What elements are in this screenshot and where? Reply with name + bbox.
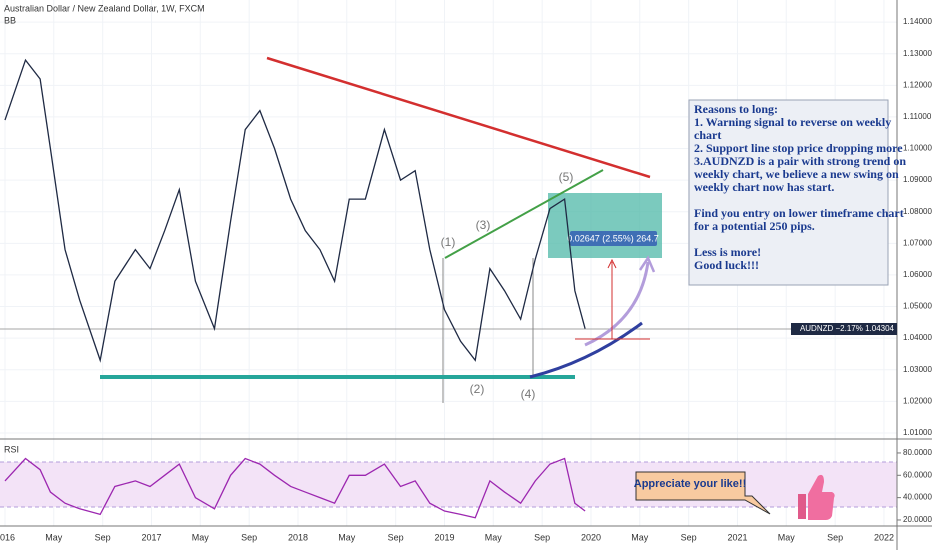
y-tick-label: 1.13000 <box>903 49 932 58</box>
y-tick-label: 1.12000 <box>903 80 932 89</box>
x-tick-label: Sep <box>95 532 111 542</box>
y-tick-label: 1.09000 <box>903 175 932 184</box>
note-line: Less is more! <box>694 245 761 259</box>
wave-label: (3) <box>476 218 491 232</box>
x-tick-label: Sep <box>681 532 697 542</box>
x-tick-label: May <box>192 532 210 542</box>
x-tick-label: 2017 <box>141 532 161 542</box>
x-tick-label: Sep <box>241 532 257 542</box>
x-tick-label: May <box>631 532 649 542</box>
wave-label: (5) <box>559 170 574 184</box>
note-box <box>688 99 889 286</box>
indicator-label: BB <box>4 15 16 25</box>
x-tick-label: 2019 <box>434 532 454 542</box>
curve-arrow <box>529 321 643 379</box>
x-tick-label: May <box>778 532 796 542</box>
support-line <box>100 375 575 379</box>
y-tick-label: 1.02000 <box>903 396 932 405</box>
note-line: 2. Support line stop price dropping more <box>694 141 903 155</box>
measure-label: 0.02647 (2.55%) 264.7 <box>567 233 659 243</box>
resistance-line <box>266 56 651 179</box>
like-bubble <box>635 471 771 515</box>
series-line <box>4 58 586 363</box>
note-line: Find you entry on lower timeframe chart <box>694 206 904 220</box>
y-tick-label: 1.04000 <box>903 333 932 342</box>
x-tick-label: Sep <box>388 532 404 542</box>
y-tick-label: 1.07000 <box>903 238 932 247</box>
wave-line <box>444 169 604 259</box>
y-tick-label: 60.0000 <box>903 470 932 479</box>
x-tick-label: 2016 <box>0 532 15 542</box>
y-tick-label: 40.0000 <box>903 493 932 502</box>
x-tick-label: 2018 <box>288 532 308 542</box>
y-tick-label: 20.0000 <box>903 515 932 524</box>
y-tick-label: 1.10000 <box>903 144 932 153</box>
y-tick-label: 1.14000 <box>903 17 932 26</box>
note: Reasons to long:1. Warning signal to rev… <box>694 102 906 272</box>
wave-label: (4) <box>521 387 536 401</box>
note-line: chart <box>694 128 721 142</box>
measure-label-bg <box>570 231 657 246</box>
y-tick-label: 1.01000 <box>903 428 932 437</box>
x-tick-label: 2021 <box>727 532 747 542</box>
y-tick-label: 1.08000 <box>903 207 932 216</box>
price-label: AUDNZD −2.17% 1.04304 <box>800 324 895 333</box>
arrow-head <box>638 255 656 273</box>
note-line: Reasons to long: <box>694 102 778 116</box>
series-line <box>4 457 586 519</box>
x-tick-label: 2020 <box>581 532 601 542</box>
y-tick-label: 80.0000 <box>903 448 932 457</box>
chart-title: Australian Dollar / New Zealand Dollar, … <box>4 3 205 13</box>
rsi-band <box>0 462 897 507</box>
y-tick-label: 1.06000 <box>903 270 932 279</box>
x-tick-label: May <box>485 532 503 542</box>
note-line: 1. Warning signal to reverse on weekly <box>694 115 891 129</box>
wave-label: (2) <box>470 382 485 396</box>
y-tick-label: 1.05000 <box>903 302 932 311</box>
x-tick-label: May <box>45 532 63 542</box>
y-tick-label: 1.03000 <box>903 365 932 374</box>
x-tick-label: May <box>338 532 356 542</box>
note-line: weekly chart now has start. <box>694 180 834 194</box>
like-text: Appreciate your like!! <box>634 478 746 490</box>
y-tick-label: 1.11000 <box>903 112 932 121</box>
rsi-title: RSI <box>4 444 19 454</box>
x-tick-label: Sep <box>534 532 550 542</box>
thumbs-up <box>798 474 835 520</box>
note-line: Good luck!!! <box>694 258 759 272</box>
price-label-bg <box>791 323 897 335</box>
wave-label: (1) <box>441 235 456 249</box>
note-line: 3.AUDNZD is a pair with strong trend on <box>694 154 906 168</box>
arrow-head <box>607 258 617 269</box>
note-line: for a potential 250 pips. <box>694 219 815 233</box>
x-tick-label: 2022 <box>874 532 894 542</box>
x-tick-label: Sep <box>827 532 843 542</box>
note-line: weekly chart, we believe a new swing on <box>694 167 899 181</box>
